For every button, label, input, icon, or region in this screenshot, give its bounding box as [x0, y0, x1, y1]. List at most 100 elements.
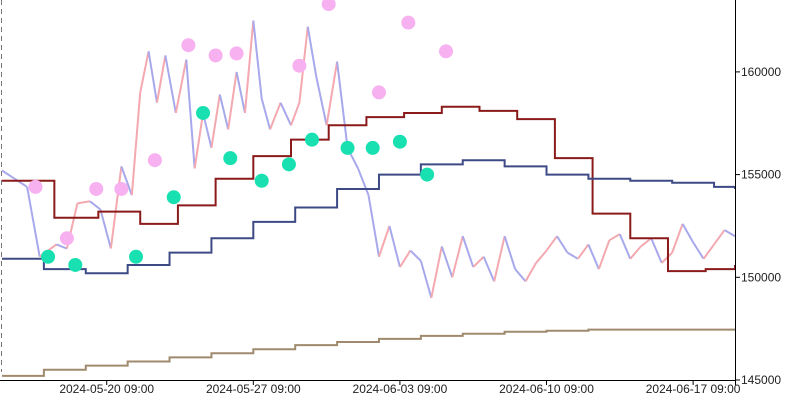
marker-low [166, 190, 181, 205]
price-segment [1, 169, 16, 180]
price-segment [650, 237, 663, 264]
x-tick-label: 2024-05-20 09:00 [59, 382, 154, 396]
price-segment [336, 61, 349, 149]
price-segment [388, 225, 401, 268]
price-segment [577, 243, 590, 260]
step-mid-line [2, 159, 736, 275]
marker-high [147, 153, 162, 168]
price-segment [306, 26, 318, 77]
marker-low [365, 140, 380, 155]
marker-high [59, 231, 74, 246]
price-segment [724, 229, 736, 238]
price-segment [608, 233, 621, 242]
price-segment [671, 223, 684, 253]
price-segment [243, 20, 255, 114]
price-segment [47, 243, 58, 252]
price-segment [692, 241, 705, 260]
marker-low [254, 173, 269, 188]
step-fast-line [2, 105, 736, 273]
price-segment [566, 251, 579, 260]
price-segment [472, 256, 485, 268]
price-segment [99, 209, 112, 249]
price-segment [120, 166, 133, 196]
marker-high [28, 179, 43, 194]
y-tick-label: 150000 [741, 270, 781, 284]
marker-low [196, 105, 211, 120]
price-segment [618, 233, 632, 260]
step-slow-line [2, 328, 735, 377]
marker-low [304, 132, 319, 147]
marker-high [321, 0, 336, 12]
marker-low [281, 157, 296, 172]
price-segment [461, 235, 475, 268]
marker-high [229, 46, 244, 61]
price-segment [409, 249, 422, 262]
price-segment [26, 186, 41, 257]
price-segment [440, 246, 454, 278]
price-segment [174, 59, 188, 114]
price-segment [139, 51, 150, 93]
y-tick-label: 160000 [741, 65, 781, 79]
price-segment [77, 200, 91, 205]
price-segment [378, 225, 391, 258]
price-segment [514, 268, 527, 283]
price-segment [218, 94, 230, 130]
price-segment [147, 51, 158, 103]
axes-layer: 145000 150000 155000 160000 2024-05-20 09:00… [0, 0, 781, 396]
price-segment [185, 59, 196, 169]
price-segment [252, 20, 263, 99]
price-segment [193, 112, 205, 169]
price-segment [640, 237, 652, 248]
price-segment [367, 194, 380, 257]
marker-high [401, 15, 416, 30]
price-segment [325, 61, 339, 126]
x-tick-label: 2024-06-03 09:00 [353, 382, 448, 396]
price-segment [155, 55, 167, 103]
marker-high [438, 44, 453, 59]
price-segment [290, 102, 301, 126]
price-segment [56, 243, 68, 250]
marker-low [41, 249, 56, 264]
marker-low [340, 140, 355, 155]
price-segment [279, 102, 292, 126]
marker-high [89, 181, 104, 196]
price-segment [227, 71, 238, 130]
price-segment [545, 235, 558, 252]
y-tick-label: 155000 [741, 168, 781, 182]
marker-low [68, 257, 83, 272]
marker-low [420, 167, 435, 182]
price-segment [597, 239, 611, 270]
price-segment [269, 102, 282, 130]
price-segment [109, 166, 123, 249]
price-segment [357, 168, 370, 196]
x-tick-label: 2024-05-27 09:00 [206, 382, 301, 396]
marker-high [292, 58, 307, 73]
price-segment [164, 55, 177, 114]
price-segment [235, 71, 246, 114]
price-segment [713, 229, 726, 246]
marker-low [392, 134, 407, 149]
series-layer [1, 20, 736, 377]
price-segment [503, 235, 517, 270]
marker-low [129, 249, 144, 264]
price-segment [430, 246, 443, 299]
marker-low [223, 151, 238, 166]
x-tick-label: 2024-06-10 09:00 [499, 382, 594, 396]
price-segment [493, 235, 506, 282]
marker-high [181, 38, 196, 53]
price-segment [556, 235, 569, 254]
price-segment [451, 235, 464, 278]
price-segment [89, 200, 102, 211]
price-segment [399, 250, 412, 268]
price-segment [702, 243, 715, 260]
price-segment [587, 244, 600, 270]
marker-high [114, 181, 129, 196]
price-segment [130, 92, 142, 196]
price-segment [482, 256, 496, 282]
markers-layer [28, 0, 453, 272]
marker-high [208, 48, 223, 63]
x-tick-label: 2024-06-17 09:00 [646, 382, 741, 396]
price-segment [629, 245, 642, 260]
